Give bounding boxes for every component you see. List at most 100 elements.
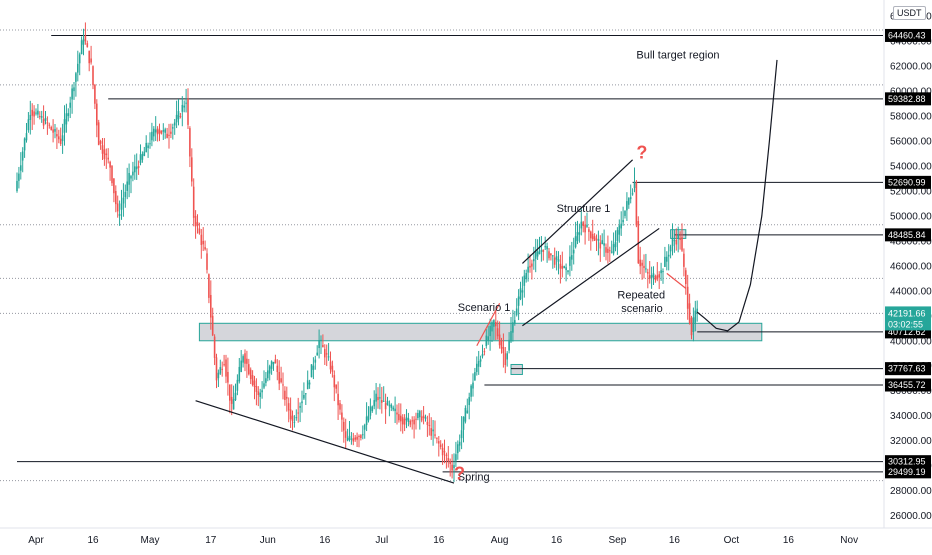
candle-184 bbox=[365, 402, 368, 432]
y-tick-label: 58000.00 bbox=[890, 112, 932, 123]
candle-body bbox=[439, 444, 442, 448]
candle-243 bbox=[477, 350, 480, 375]
x-axis-ticks: Apr 16 May 17 Jun 16 Jul 16 Aug 16 Sep 16 Oct 16 Nov bbox=[28, 535, 858, 546]
candle-235 bbox=[462, 416, 465, 443]
candle-113 bbox=[230, 384, 233, 416]
candle-body bbox=[502, 347, 505, 354]
candle-248 bbox=[487, 325, 489, 345]
candle-body bbox=[515, 308, 518, 315]
candle-5 bbox=[25, 123, 28, 143]
candle-body bbox=[141, 153, 144, 160]
candle-3 bbox=[21, 147, 24, 173]
candle-281 bbox=[550, 253, 552, 261]
candle-body bbox=[206, 253, 208, 270]
candle-237 bbox=[466, 398, 469, 414]
y-tick-label: 32000.00 bbox=[890, 436, 932, 447]
candle-body bbox=[574, 236, 577, 248]
candle-body bbox=[696, 308, 698, 314]
candle-body bbox=[325, 353, 328, 355]
annotation-label-3: Repeated bbox=[617, 289, 665, 301]
level-price-tag: 52690.99 bbox=[885, 175, 931, 189]
candle-125 bbox=[253, 375, 256, 400]
candle-54 bbox=[118, 200, 121, 226]
candle-216 bbox=[426, 415, 429, 437]
candle-body bbox=[658, 274, 660, 278]
candle-body bbox=[360, 435, 362, 439]
candle-129 bbox=[261, 381, 263, 399]
candle-body bbox=[111, 166, 113, 184]
candle-138 bbox=[278, 360, 280, 391]
candle-body bbox=[202, 240, 204, 245]
candle-7 bbox=[29, 100, 32, 135]
candle-68 bbox=[145, 135, 147, 153]
candle-body bbox=[166, 133, 168, 138]
candle-body bbox=[88, 50, 90, 64]
candle-358 bbox=[696, 300, 698, 322]
candle-186 bbox=[369, 398, 372, 420]
candle-310 bbox=[605, 243, 607, 261]
current-price-text: 42191.66 bbox=[888, 308, 926, 318]
candle-229 bbox=[451, 454, 453, 479]
x-tick-label: 16 bbox=[87, 535, 99, 546]
candle-349 bbox=[679, 231, 681, 250]
candle-252 bbox=[495, 311, 497, 340]
candle-302 bbox=[590, 230, 592, 251]
level-tag-text: 29499.19 bbox=[888, 467, 926, 477]
candle-body bbox=[457, 444, 459, 454]
candle-336 bbox=[654, 274, 657, 283]
candle-body bbox=[223, 364, 225, 366]
candle-body bbox=[221, 368, 223, 370]
candle-body bbox=[508, 339, 510, 351]
candle-193 bbox=[382, 386, 385, 402]
candle-225 bbox=[443, 439, 446, 464]
candle-174 bbox=[346, 428, 349, 442]
candle-body bbox=[620, 223, 622, 229]
candle-body bbox=[424, 417, 427, 419]
candle-1 bbox=[18, 166, 20, 189]
candle-body bbox=[434, 434, 436, 436]
candle-body bbox=[301, 401, 303, 404]
candle-127 bbox=[257, 386, 260, 407]
candle-47 bbox=[105, 148, 108, 169]
candle-body bbox=[305, 393, 307, 395]
candle-14 bbox=[42, 105, 45, 130]
candle-body bbox=[584, 224, 586, 233]
candle-body bbox=[563, 266, 565, 268]
candle-267 bbox=[523, 269, 526, 298]
candle-body bbox=[591, 233, 594, 240]
candle-270 bbox=[529, 254, 531, 273]
candle-body bbox=[77, 63, 79, 73]
candle-body bbox=[120, 203, 123, 210]
candle-body bbox=[458, 441, 461, 446]
candle-356 bbox=[692, 307, 695, 342]
y-tick-label: 46000.00 bbox=[890, 261, 932, 272]
candle-272 bbox=[533, 246, 535, 270]
candle-body bbox=[280, 378, 282, 383]
candle-116 bbox=[236, 374, 239, 396]
candle-354 bbox=[688, 293, 691, 325]
candle-body bbox=[122, 197, 125, 204]
candle-body bbox=[496, 328, 499, 337]
candle-86 bbox=[179, 112, 182, 119]
candle-body bbox=[599, 242, 602, 249]
candle-169 bbox=[337, 381, 339, 421]
candle-body bbox=[35, 112, 37, 114]
candle-247 bbox=[485, 328, 488, 349]
candle-95 bbox=[196, 214, 199, 234]
candle-182 bbox=[362, 425, 364, 440]
trendline-3 bbox=[476, 303, 501, 347]
candle-body bbox=[363, 424, 366, 430]
candle-268 bbox=[525, 269, 527, 283]
currency-badge[interactable]: USDT bbox=[893, 6, 926, 20]
candle-88 bbox=[183, 100, 185, 113]
candle-body bbox=[631, 193, 634, 195]
candle-body bbox=[284, 390, 286, 400]
candle-280 bbox=[548, 247, 550, 261]
level-tag-text: 37767.63 bbox=[888, 364, 926, 374]
candle-321 bbox=[626, 192, 628, 221]
candle-body bbox=[232, 399, 235, 410]
level-tag-text: 48485.84 bbox=[888, 230, 926, 240]
